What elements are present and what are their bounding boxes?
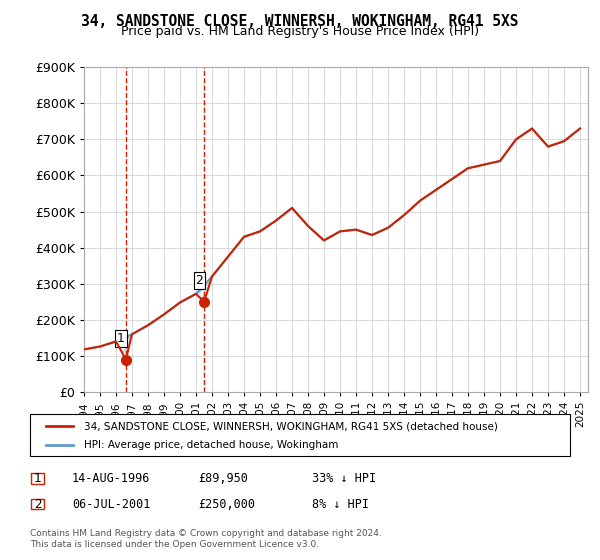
Text: 2: 2 xyxy=(34,497,41,511)
Text: 06-JUL-2001: 06-JUL-2001 xyxy=(72,497,151,511)
Text: 14-AUG-1996: 14-AUG-1996 xyxy=(72,472,151,486)
Text: 1: 1 xyxy=(34,472,41,486)
FancyBboxPatch shape xyxy=(31,498,44,510)
Text: 34, SANDSTONE CLOSE, WINNERSH, WOKINGHAM, RG41 5XS: 34, SANDSTONE CLOSE, WINNERSH, WOKINGHAM… xyxy=(81,14,519,29)
FancyBboxPatch shape xyxy=(30,414,570,456)
Text: 2: 2 xyxy=(196,274,203,287)
FancyBboxPatch shape xyxy=(31,473,44,484)
Text: 34, SANDSTONE CLOSE, WINNERSH, WOKINGHAM, RG41 5XS (detached house): 34, SANDSTONE CLOSE, WINNERSH, WOKINGHAM… xyxy=(84,421,498,431)
Text: HPI: Average price, detached house, Wokingham: HPI: Average price, detached house, Woki… xyxy=(84,440,338,450)
Text: Price paid vs. HM Land Registry's House Price Index (HPI): Price paid vs. HM Land Registry's House … xyxy=(121,25,479,38)
Text: 33% ↓ HPI: 33% ↓ HPI xyxy=(312,472,376,486)
Text: £89,950: £89,950 xyxy=(198,472,248,486)
Text: 8% ↓ HPI: 8% ↓ HPI xyxy=(312,497,369,511)
Text: Contains HM Land Registry data © Crown copyright and database right 2024.
This d: Contains HM Land Registry data © Crown c… xyxy=(30,529,382,549)
Text: £250,000: £250,000 xyxy=(198,497,255,511)
Text: 1: 1 xyxy=(117,332,125,345)
